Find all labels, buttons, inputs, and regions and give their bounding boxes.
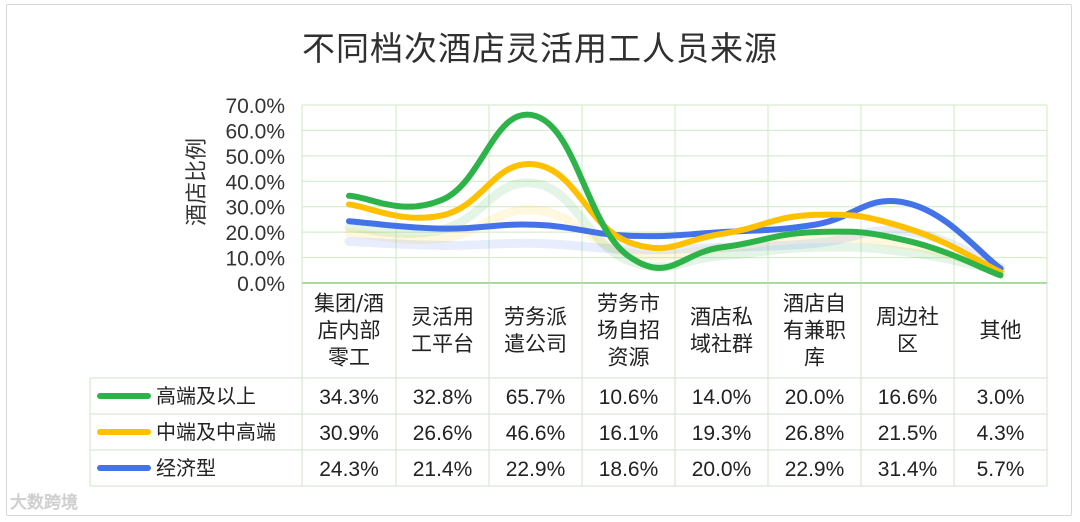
data-label: 16.6% — [878, 386, 938, 409]
data-label: 21.4% — [413, 458, 473, 481]
watermark-logo: 大数跨境 — [10, 493, 78, 513]
data-label: 18.6% — [599, 458, 659, 481]
data-label: 10.6% — [599, 386, 659, 409]
category-label: 遣公司 — [504, 332, 567, 356]
data-label: 65.7% — [506, 386, 566, 409]
category-label: 周边社 — [876, 305, 939, 329]
y-tick-label: 10.0% — [225, 248, 285, 271]
category-label: 库 — [804, 346, 825, 370]
category-label: 区 — [897, 332, 918, 356]
category-label: 其他 — [980, 319, 1022, 343]
y-tick-label: 60.0% — [225, 120, 285, 143]
series-shadow-line — [344, 225, 1005, 272]
y-axis-title: 酒店比例 — [185, 138, 210, 226]
data-label: 34.3% — [319, 386, 379, 409]
y-tick-label: 50.0% — [225, 146, 285, 169]
series-shadow-line — [344, 205, 1005, 274]
y-tick-label: 0.0% — [237, 273, 285, 296]
y-tick-label: 20.0% — [225, 222, 285, 245]
category-label: 域社群 — [690, 332, 753, 356]
category-label: 有兼职 — [783, 319, 846, 343]
series-line-2 — [346, 161, 1004, 276]
series-line-1 — [346, 111, 1004, 279]
data-label: 22.9% — [785, 458, 845, 481]
category-label: 场自招 — [597, 319, 660, 343]
data-label: 20.0% — [785, 386, 845, 409]
y-tick-label: 70.0% — [225, 95, 285, 118]
chart-frame — [6, 4, 1072, 516]
data-label: 26.6% — [413, 422, 473, 445]
data-label: 4.3% — [977, 422, 1025, 445]
category-label: 劳务派 — [504, 305, 567, 329]
data-label: 14.0% — [692, 386, 752, 409]
data-label: 5.7% — [977, 458, 1025, 481]
y-tick-label: 40.0% — [225, 171, 285, 194]
data-label: 26.8% — [785, 422, 845, 445]
category-label: 酒店私 — [690, 305, 753, 329]
category-label: 店内部 — [318, 319, 381, 343]
data-label: 32.8% — [413, 386, 473, 409]
category-label: 资源 — [608, 346, 650, 370]
category-label: 灵活用 — [411, 305, 474, 329]
data-label: 46.6% — [506, 422, 566, 445]
data-label: 20.0% — [692, 458, 752, 481]
data-label: 30.9% — [319, 422, 379, 445]
legend-label: 经济型 — [156, 456, 216, 480]
data-label: 3.0% — [977, 386, 1025, 409]
category-label: 劳务市 — [597, 292, 660, 316]
legend-label: 中端及中高端 — [156, 420, 276, 444]
chart-title: 不同档次酒店灵活用工人员来源 — [302, 29, 778, 68]
data-label: 31.4% — [878, 458, 938, 481]
data-label: 24.3% — [319, 458, 379, 481]
y-tick-label: 30.0% — [225, 197, 285, 220]
legend-label: 高端及以上 — [156, 384, 256, 408]
category-label: 酒店自 — [783, 292, 846, 316]
data-label: 16.1% — [599, 422, 659, 445]
category-label: 工平台 — [411, 332, 474, 356]
data-label: 21.5% — [878, 422, 938, 445]
data-label: 22.9% — [506, 458, 566, 481]
series-line-3 — [346, 198, 1004, 272]
category-label: 集团/酒 — [314, 292, 384, 316]
category-label: 零工 — [328, 346, 370, 370]
data-label: 19.3% — [692, 422, 752, 445]
